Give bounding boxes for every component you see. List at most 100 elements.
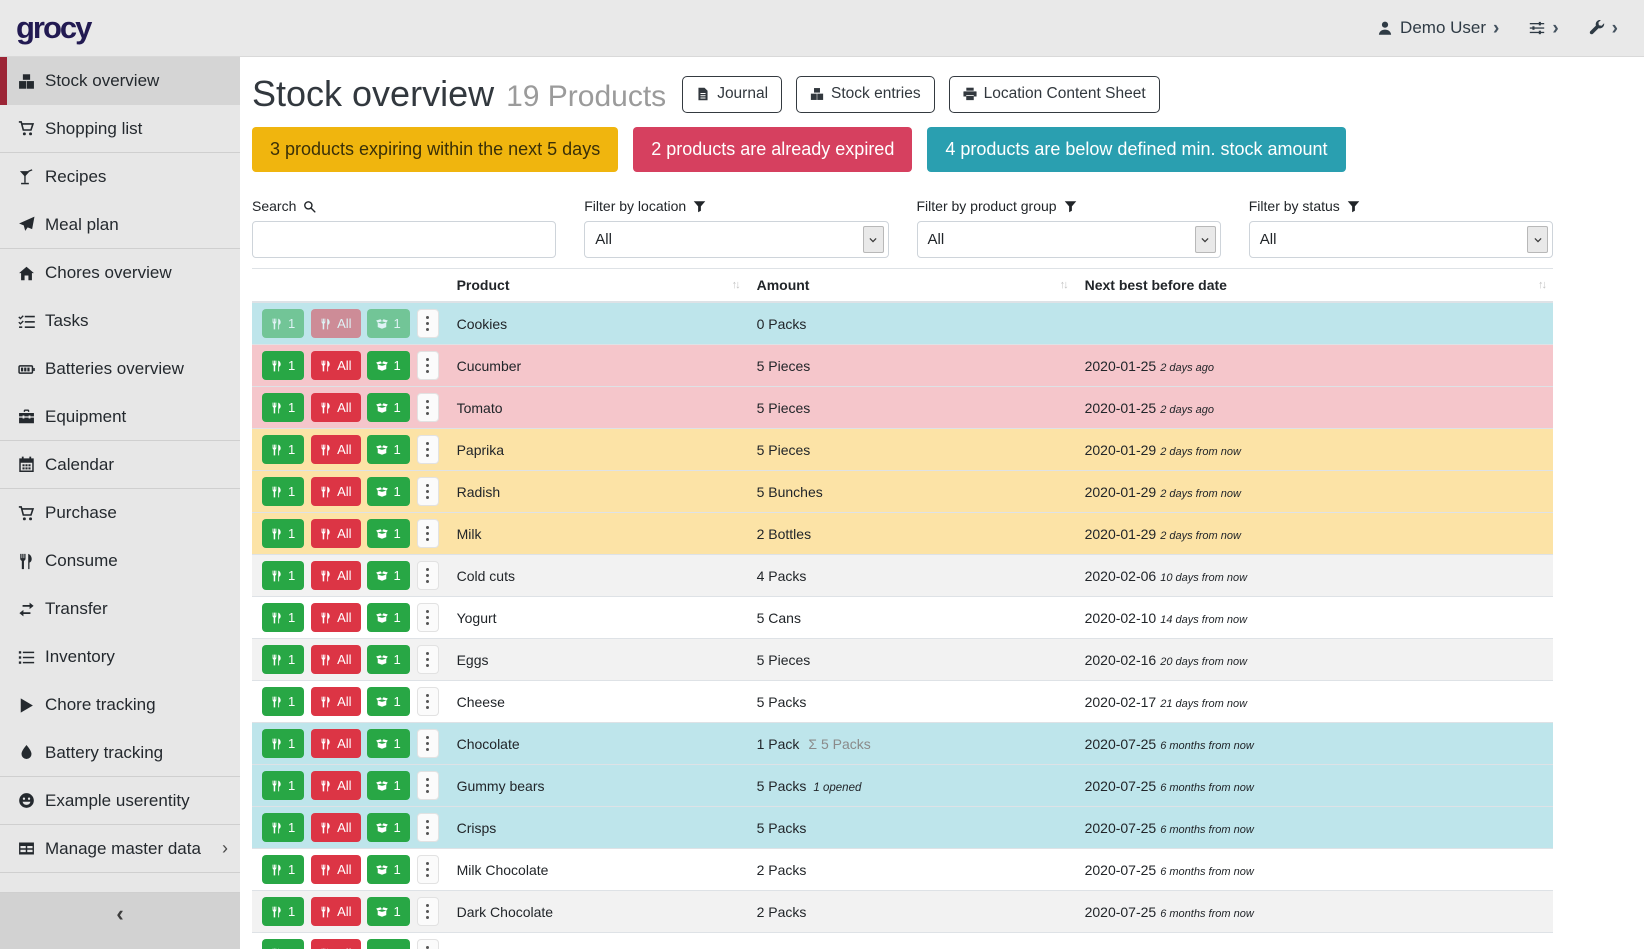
- row-menu-button[interactable]: [416, 309, 439, 338]
- admin-menu[interactable]: ›: [1589, 19, 1618, 38]
- open-one-button[interactable]: 1: [367, 729, 410, 758]
- open-one-button[interactable]: 1: [367, 771, 410, 800]
- product-column-header[interactable]: Product ↑↓: [446, 268, 747, 303]
- row-menu-button[interactable]: [416, 477, 439, 506]
- sidebar-item-battery-tracking[interactable]: Battery tracking: [0, 729, 240, 777]
- consume-one-button[interactable]: 1: [262, 435, 305, 464]
- settings-menu[interactable]: ›: [1529, 19, 1559, 38]
- sidebar-item-batteries-overview[interactable]: Batteries overview: [0, 345, 240, 393]
- consume-all-button[interactable]: All: [311, 687, 361, 716]
- app-logo[interactable]: grocy: [16, 10, 92, 45]
- journal-button[interactable]: Journal: [682, 75, 783, 113]
- open-one-button[interactable]: 1: [367, 519, 410, 548]
- consume-one-button[interactable]: 1: [262, 855, 305, 884]
- open-one-button[interactable]: 1: [367, 393, 410, 422]
- open-one-button[interactable]: 1: [367, 939, 410, 949]
- sidebar-item-recipes[interactable]: Recipes: [0, 153, 240, 201]
- utensils-icon: [271, 780, 283, 792]
- consume-all-button[interactable]: All: [311, 477, 361, 506]
- consume-one-button[interactable]: 1: [262, 729, 305, 758]
- consume-one-button[interactable]: 1: [262, 771, 305, 800]
- consume-all-button[interactable]: All: [311, 309, 361, 338]
- row-menu-button[interactable]: [416, 897, 439, 926]
- row-menu-button[interactable]: [416, 939, 439, 949]
- consume-all-button[interactable]: All: [311, 519, 361, 548]
- search-input[interactable]: [252, 221, 557, 258]
- sidebar-item-tasks[interactable]: Tasks: [0, 297, 240, 345]
- open-one-button[interactable]: 1: [367, 645, 410, 674]
- consume-one-button[interactable]: 1: [262, 939, 305, 949]
- row-menu-button[interactable]: [416, 687, 439, 716]
- sidebar-item-calendar[interactable]: Calendar: [0, 441, 240, 489]
- sidebar-item-equipment[interactable]: Equipment: [0, 393, 240, 441]
- consume-one-button[interactable]: 1: [262, 897, 305, 926]
- sidebar-item-chore-tracking[interactable]: Chore tracking: [0, 681, 240, 729]
- sidebar-item-chores-overview[interactable]: Chores overview: [0, 249, 240, 297]
- open-one-button[interactable]: 1: [367, 477, 410, 506]
- consume-one-button[interactable]: 1: [262, 645, 305, 674]
- status-filter-select[interactable]: All: [1248, 221, 1553, 258]
- consume-one-button[interactable]: 1: [262, 813, 305, 842]
- consume-all-button[interactable]: All: [311, 813, 361, 842]
- user-menu[interactable]: Demo User ›: [1377, 18, 1499, 38]
- consume-one-button[interactable]: 1: [262, 351, 305, 380]
- sidebar-item-stock-overview[interactable]: Stock overview: [0, 57, 240, 105]
- row-menu-button[interactable]: [416, 729, 439, 758]
- sidebar-item-shopping-list[interactable]: Shopping list: [0, 105, 240, 153]
- alert-expiring[interactable]: 3 products expiring within the next 5 da…: [252, 127, 619, 172]
- consume-all-button[interactable]: All: [311, 561, 361, 590]
- row-menu-button[interactable]: [416, 519, 439, 548]
- amount-column-header[interactable]: Amount ↑↓: [746, 268, 1075, 303]
- consume-one-button[interactable]: 1: [262, 687, 305, 716]
- row-menu-button[interactable]: [416, 603, 439, 632]
- sidebar-item-meal-plan[interactable]: Meal plan: [0, 201, 240, 249]
- consume-one-button[interactable]: 1: [262, 519, 305, 548]
- consume-all-button[interactable]: All: [311, 435, 361, 464]
- consume-all-button[interactable]: All: [311, 729, 361, 758]
- consume-all-button[interactable]: All: [311, 897, 361, 926]
- row-menu-button[interactable]: [416, 855, 439, 884]
- consume-one-button[interactable]: 1: [262, 393, 305, 422]
- consume-all-button[interactable]: All: [311, 855, 361, 884]
- product-group-filter-select[interactable]: All: [916, 221, 1221, 258]
- open-one-button[interactable]: 1: [367, 435, 410, 464]
- consume-all-button[interactable]: All: [311, 771, 361, 800]
- row-menu-button[interactable]: [416, 393, 439, 422]
- stock-entries-button[interactable]: Stock entries: [796, 75, 935, 113]
- sidebar-item-transfer[interactable]: Transfer: [0, 585, 240, 633]
- open-one-button[interactable]: 1: [367, 897, 410, 926]
- row-menu-button[interactable]: [416, 351, 439, 380]
- consume-all-button[interactable]: All: [311, 645, 361, 674]
- location-filter-select[interactable]: All: [584, 221, 889, 258]
- sidebar-item-purchase[interactable]: Purchase: [0, 489, 240, 537]
- consume-one-button[interactable]: 1: [262, 309, 305, 338]
- open-one-button[interactable]: 1: [367, 813, 410, 842]
- open-one-button[interactable]: 1: [367, 855, 410, 884]
- consume-one-button[interactable]: 1: [262, 477, 305, 506]
- row-menu-button[interactable]: [416, 813, 439, 842]
- row-menu-button[interactable]: [416, 645, 439, 674]
- sidebar-item-consume[interactable]: Consume: [0, 537, 240, 585]
- sidebar-item-manage-master-data[interactable]: Manage master data ›: [0, 825, 240, 873]
- open-one-button[interactable]: 1: [367, 351, 410, 380]
- row-menu-button[interactable]: [416, 561, 439, 590]
- next-best-before-date-column-header[interactable]: Next best before date ↑↓: [1074, 268, 1553, 303]
- open-one-button[interactable]: 1: [367, 561, 410, 590]
- consume-one-button[interactable]: 1: [262, 603, 305, 632]
- open-one-button[interactable]: 1: [367, 309, 410, 338]
- consume-all-button[interactable]: All: [311, 603, 361, 632]
- consume-all-button[interactable]: All: [311, 351, 361, 380]
- sidebar-collapse-button[interactable]: ‹: [0, 892, 240, 949]
- alert-expired[interactable]: 2 products are already expired: [633, 127, 913, 172]
- consume-all-button[interactable]: All: [311, 939, 361, 949]
- sidebar-item-example-userentity[interactable]: Example userentity: [0, 777, 240, 825]
- open-one-button[interactable]: 1: [367, 687, 410, 716]
- location-content-sheet-button[interactable]: Location Content Sheet: [948, 75, 1160, 113]
- open-one-button[interactable]: 1: [367, 603, 410, 632]
- row-menu-button[interactable]: [416, 771, 439, 800]
- alert-below-min-stock[interactable]: 4 products are below defined min. stock …: [927, 127, 1346, 172]
- consume-all-button[interactable]: All: [311, 393, 361, 422]
- consume-one-button[interactable]: 1: [262, 561, 305, 590]
- row-menu-button[interactable]: [416, 435, 439, 464]
- sidebar-item-inventory[interactable]: Inventory: [0, 633, 240, 681]
